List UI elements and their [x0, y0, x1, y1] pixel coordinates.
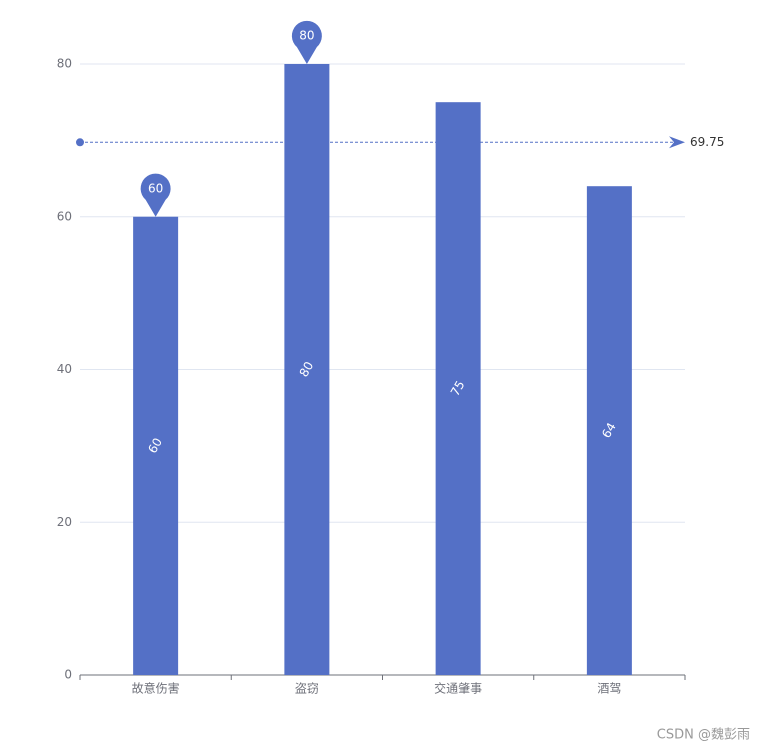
- bar: [133, 216, 179, 675]
- average-label: 69.75: [690, 135, 724, 149]
- x-tick-label: 盗窃: [295, 681, 319, 696]
- value-label: 60: [145, 436, 165, 456]
- mark-point-label: 60: [148, 181, 163, 195]
- bar: [586, 186, 632, 675]
- y-tick-label: 80: [57, 57, 72, 71]
- y-tick-label: 40: [57, 362, 72, 376]
- mark-point: [291, 20, 322, 64]
- mark-point-label: 80: [299, 29, 314, 43]
- x-tick-label: 酒驾: [597, 682, 621, 696]
- average-start: [76, 138, 84, 147]
- value-label: 64: [599, 420, 619, 440]
- value-label: 80: [297, 359, 317, 379]
- value-label: 75: [448, 378, 468, 398]
- mark-point: [140, 173, 171, 217]
- bar: [435, 102, 481, 675]
- x-tick-label: 交通肇事: [434, 681, 482, 696]
- average-arrow: [669, 136, 685, 149]
- watermark: CSDN @魏彭雨: [657, 728, 750, 743]
- y-tick-label: 0: [64, 668, 72, 682]
- x-tick-label: 故意伤害: [132, 681, 180, 696]
- y-tick-label: 20: [57, 515, 72, 529]
- y-tick-label: 60: [57, 209, 72, 223]
- bar: [284, 64, 330, 675]
